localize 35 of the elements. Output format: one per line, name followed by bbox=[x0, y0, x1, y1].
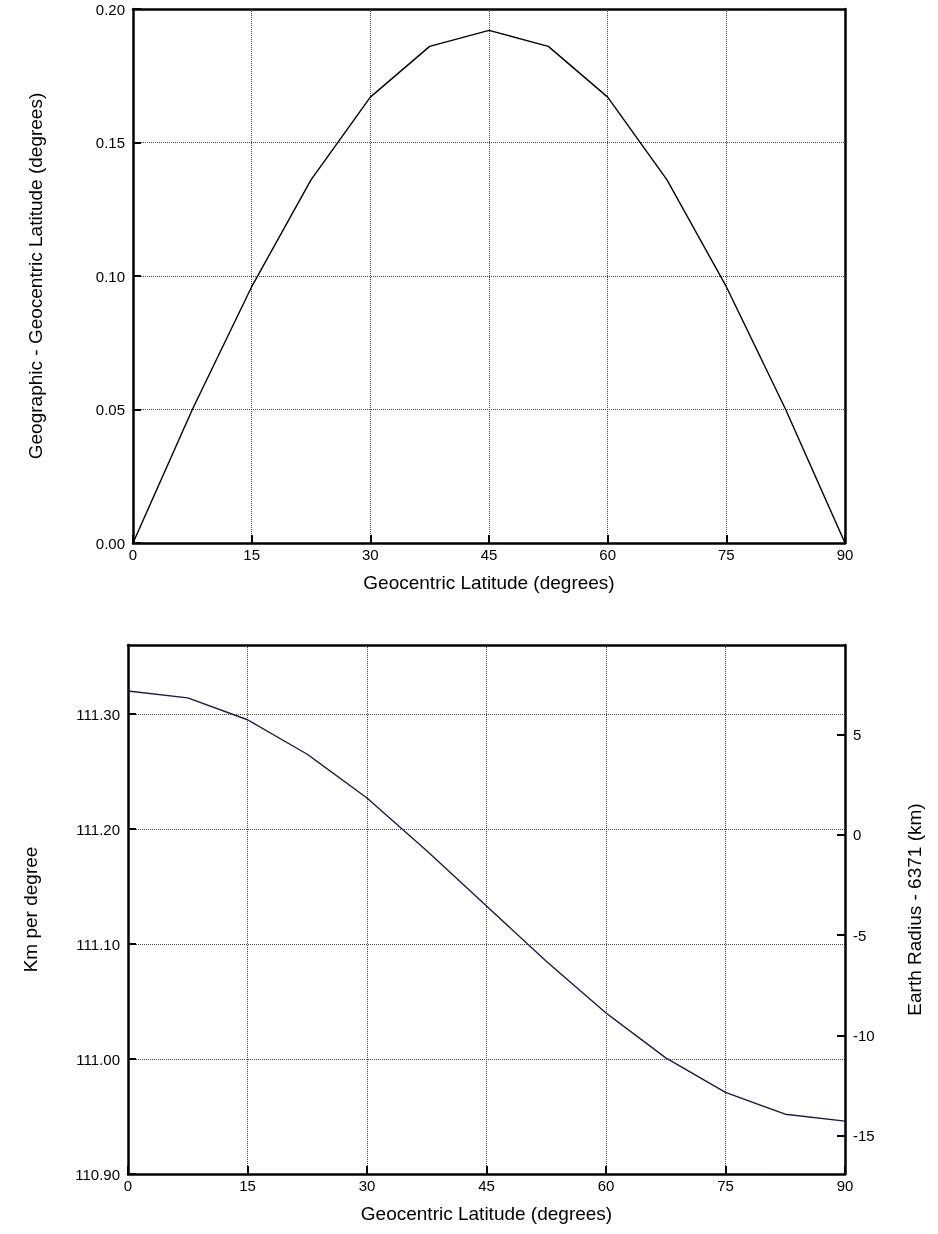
x-tick-label: 90 bbox=[836, 546, 854, 563]
y-tick-label: 111.10 bbox=[76, 935, 120, 953]
y2-tick-label: -15 bbox=[853, 1127, 875, 1145]
x-tick-label: 45 bbox=[478, 1177, 495, 1194]
y2-tick-label: 0 bbox=[853, 826, 862, 844]
y-tick-label: 0.00 bbox=[95, 534, 125, 552]
y-tick-label: 110.90 bbox=[75, 1165, 120, 1183]
x-tick-label: 30 bbox=[361, 546, 379, 563]
line-series bbox=[127, 690, 846, 1122]
x-tick-label: 15 bbox=[239, 1177, 256, 1194]
y-tick-label: 111.20 bbox=[76, 820, 120, 838]
y2-axis-title: Earth Radius - 6371 (km) bbox=[904, 803, 925, 1016]
x-tick-label: 15 bbox=[243, 546, 261, 563]
y2-tick-label: -5 bbox=[853, 926, 867, 944]
x-tick-label: 60 bbox=[597, 1177, 615, 1194]
y-tick-label: 0.15 bbox=[95, 134, 125, 151]
y-tick-label: 0.05 bbox=[95, 401, 125, 418]
x-tick-label: 60 bbox=[599, 546, 617, 563]
y-tick-label: 111.30 bbox=[76, 705, 120, 723]
y-axis-title: Km per degree bbox=[20, 846, 41, 973]
y2-tick-label: 5 bbox=[853, 726, 862, 743]
x-tick-label: 0 bbox=[128, 546, 138, 563]
x-tick-label: 75 bbox=[717, 546, 735, 563]
x-axis-title: Geocentric Latitude (degrees) bbox=[360, 1203, 613, 1224]
y-tick-label: 0.20 bbox=[95, 0, 125, 18]
x-tick-label: 30 bbox=[358, 1177, 376, 1194]
x-tick-label: 75 bbox=[717, 1177, 734, 1194]
x-tick-label: 0 bbox=[123, 1177, 133, 1194]
y-axis-title: Geographic - Geocentric Latitude (degrees) bbox=[25, 92, 46, 460]
x-tick-label: 90 bbox=[836, 1177, 854, 1194]
x-axis-title: Geocentric Latitude (degrees) bbox=[363, 572, 615, 593]
y2-tick-label: -10 bbox=[853, 1027, 875, 1045]
x-tick-label: 45 bbox=[480, 546, 498, 563]
y-tick-label: 111.00 bbox=[76, 1050, 120, 1068]
y-tick-label: 0.10 bbox=[95, 267, 125, 285]
